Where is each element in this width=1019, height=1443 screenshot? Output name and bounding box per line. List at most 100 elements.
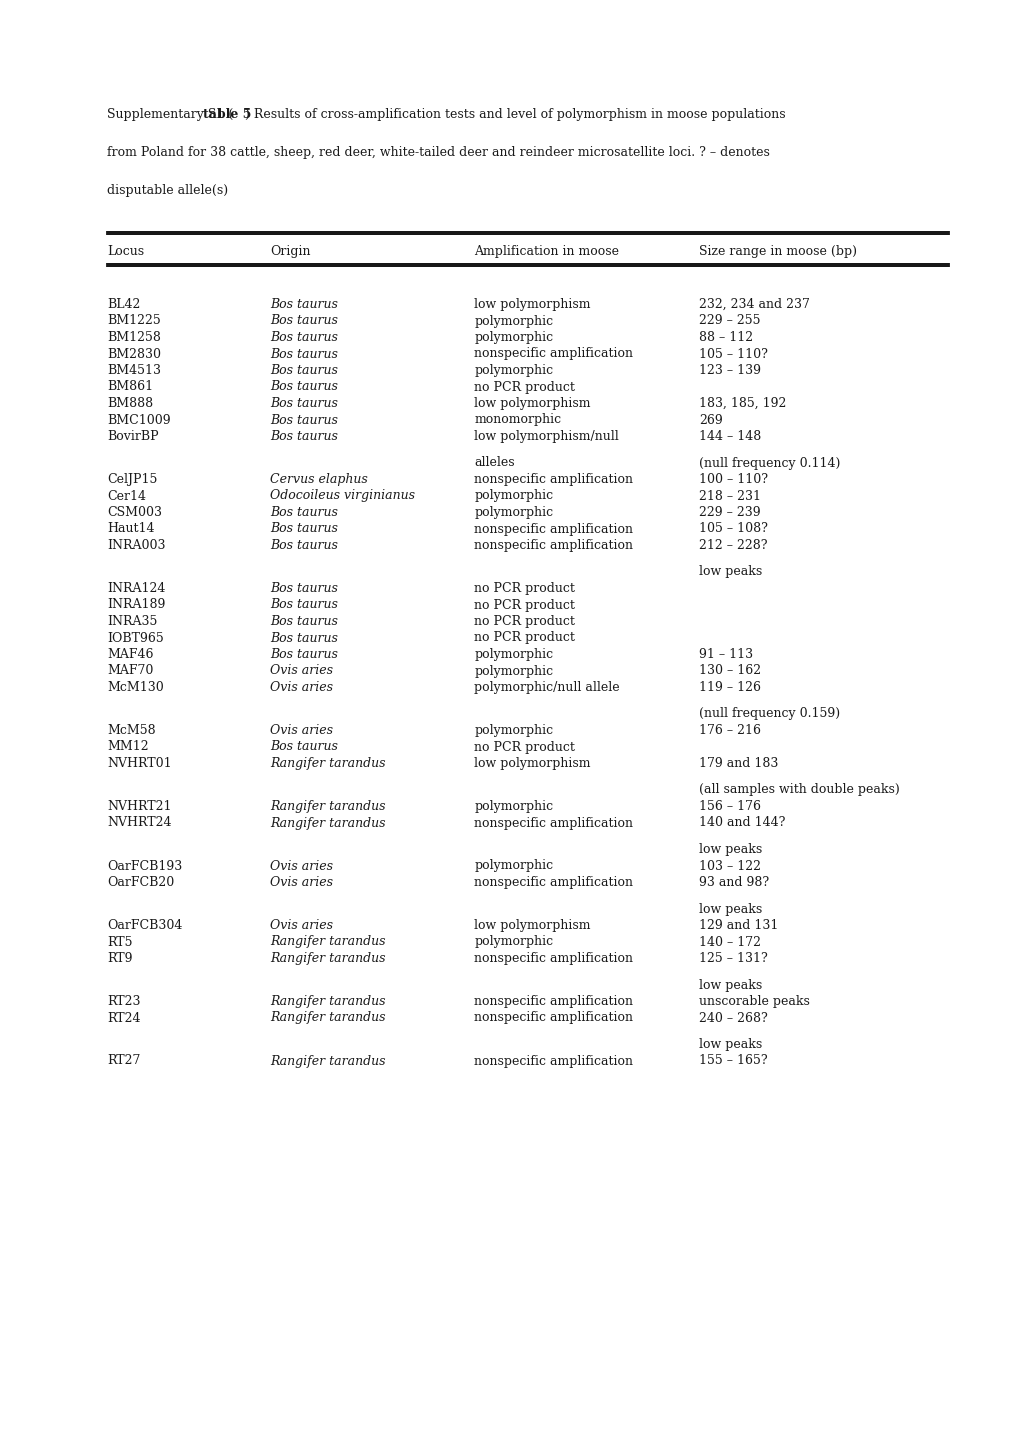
Text: BM888: BM888: [107, 397, 153, 410]
Text: low polymorphism: low polymorphism: [474, 397, 590, 410]
Text: Bos taurus: Bos taurus: [270, 599, 338, 612]
Text: Bos taurus: Bos taurus: [270, 299, 338, 312]
Text: 100 – 110?: 100 – 110?: [698, 473, 767, 486]
Text: Rangifer tarandus: Rangifer tarandus: [270, 996, 385, 1009]
Text: from Poland for 38 cattle, sheep, red deer, white-tailed deer and reindeer micro: from Poland for 38 cattle, sheep, red de…: [107, 146, 769, 159]
Text: Bos taurus: Bos taurus: [270, 330, 338, 343]
Text: BM861: BM861: [107, 381, 153, 394]
Text: low polymorphism: low polymorphism: [474, 758, 590, 771]
Text: monomorphic: monomorphic: [474, 414, 560, 427]
Text: MAF70: MAF70: [107, 664, 153, 678]
Text: Ovis aries: Ovis aries: [270, 724, 333, 737]
Text: low polymorphism: low polymorphism: [474, 299, 590, 312]
Text: Bos taurus: Bos taurus: [270, 364, 338, 377]
Text: disputable allele(s): disputable allele(s): [107, 185, 228, 198]
Text: 130 – 162: 130 – 162: [698, 664, 760, 678]
Text: 179 and 183: 179 and 183: [698, 758, 777, 771]
Text: polymorphic: polymorphic: [474, 935, 553, 948]
Text: BM1258: BM1258: [107, 330, 161, 343]
Text: low peaks: low peaks: [698, 843, 761, 856]
Text: 155 – 165?: 155 – 165?: [698, 1055, 766, 1068]
Text: polymorphic: polymorphic: [474, 724, 553, 737]
Text: table 5: table 5: [203, 108, 252, 121]
Text: OarFCB304: OarFCB304: [107, 919, 182, 932]
Text: nonspecific amplification: nonspecific amplification: [474, 1055, 633, 1068]
Text: Bos taurus: Bos taurus: [270, 540, 338, 553]
Text: polymorphic: polymorphic: [474, 489, 553, 502]
Text: polymorphic: polymorphic: [474, 315, 553, 328]
Text: NVHRT01: NVHRT01: [107, 758, 171, 771]
Text: no PCR product: no PCR product: [474, 582, 575, 595]
Text: 176 – 216: 176 – 216: [698, 724, 760, 737]
Text: nonspecific amplification: nonspecific amplification: [474, 348, 633, 361]
Text: RT24: RT24: [107, 1012, 141, 1025]
Text: polymorphic: polymorphic: [474, 664, 553, 678]
Text: nonspecific amplification: nonspecific amplification: [474, 876, 633, 889]
Text: nonspecific amplification: nonspecific amplification: [474, 473, 633, 486]
Text: 105 – 110?: 105 – 110?: [698, 348, 767, 361]
Text: INRA189: INRA189: [107, 599, 165, 612]
Text: Amplification in moose: Amplification in moose: [474, 245, 619, 258]
Text: no PCR product: no PCR product: [474, 615, 575, 628]
Text: Rangifer tarandus: Rangifer tarandus: [270, 952, 385, 965]
Text: CSM003: CSM003: [107, 506, 162, 519]
Text: Bos taurus: Bos taurus: [270, 522, 338, 535]
Text: Supplementary S1 (: Supplementary S1 (: [107, 108, 233, 121]
Text: 232, 234 and 237: 232, 234 and 237: [698, 299, 809, 312]
Text: 183, 185, 192: 183, 185, 192: [698, 397, 786, 410]
Text: 212 – 228?: 212 – 228?: [698, 540, 766, 553]
Text: Rangifer tarandus: Rangifer tarandus: [270, 1055, 385, 1068]
Text: BovirBP: BovirBP: [107, 430, 159, 443]
Text: McM130: McM130: [107, 681, 164, 694]
Text: Origin: Origin: [270, 245, 311, 258]
Text: IOBT965: IOBT965: [107, 632, 164, 645]
Text: polymorphic: polymorphic: [474, 799, 553, 812]
Text: polymorphic: polymorphic: [474, 364, 553, 377]
Text: 123 – 139: 123 – 139: [698, 364, 760, 377]
Text: INRA124: INRA124: [107, 582, 165, 595]
Text: Size range in moose (bp): Size range in moose (bp): [698, 245, 856, 258]
Text: (null frequency 0.159): (null frequency 0.159): [698, 707, 839, 720]
Text: nonspecific amplification: nonspecific amplification: [474, 1012, 633, 1025]
Text: RT5: RT5: [107, 935, 132, 948]
Text: NVHRT24: NVHRT24: [107, 817, 171, 830]
Text: alleles: alleles: [474, 456, 515, 469]
Text: Bos taurus: Bos taurus: [270, 740, 338, 753]
Text: Bos taurus: Bos taurus: [270, 582, 338, 595]
Text: Bos taurus: Bos taurus: [270, 430, 338, 443]
Text: low polymorphism/null: low polymorphism/null: [474, 430, 619, 443]
Text: McM58: McM58: [107, 724, 156, 737]
Text: ) Results of cross-amplification tests and level of polymorphism in moose popula: ) Results of cross-amplification tests a…: [246, 108, 786, 121]
Text: no PCR product: no PCR product: [474, 381, 575, 394]
Text: Cer14: Cer14: [107, 489, 146, 502]
Text: MAF46: MAF46: [107, 648, 154, 661]
Text: Ovis aries: Ovis aries: [270, 664, 333, 678]
Text: 91 – 113: 91 – 113: [698, 648, 752, 661]
Text: nonspecific amplification: nonspecific amplification: [474, 996, 633, 1009]
Text: no PCR product: no PCR product: [474, 632, 575, 645]
Text: Rangifer tarandus: Rangifer tarandus: [270, 935, 385, 948]
Text: (null frequency 0.114): (null frequency 0.114): [698, 456, 840, 469]
Text: Bos taurus: Bos taurus: [270, 414, 338, 427]
Text: polymorphic: polymorphic: [474, 506, 553, 519]
Text: 229 – 255: 229 – 255: [698, 315, 759, 328]
Text: 105 – 108?: 105 – 108?: [698, 522, 767, 535]
Text: Bos taurus: Bos taurus: [270, 648, 338, 661]
Text: 140 and 144?: 140 and 144?: [698, 817, 785, 830]
Text: nonspecific amplification: nonspecific amplification: [474, 817, 633, 830]
Text: polymorphic: polymorphic: [474, 330, 553, 343]
Text: RT23: RT23: [107, 996, 141, 1009]
Text: Rangifer tarandus: Rangifer tarandus: [270, 799, 385, 812]
Text: Bos taurus: Bos taurus: [270, 381, 338, 394]
Text: Ovis aries: Ovis aries: [270, 876, 333, 889]
Text: unscorable peaks: unscorable peaks: [698, 996, 809, 1009]
Text: 103 – 122: 103 – 122: [698, 860, 760, 873]
Text: Bos taurus: Bos taurus: [270, 506, 338, 519]
Text: nonspecific amplification: nonspecific amplification: [474, 522, 633, 535]
Text: nonspecific amplification: nonspecific amplification: [474, 540, 633, 553]
Text: 218 – 231: 218 – 231: [698, 489, 760, 502]
Text: Bos taurus: Bos taurus: [270, 315, 338, 328]
Text: polymorphic: polymorphic: [474, 860, 553, 873]
Text: 129 and 131: 129 and 131: [698, 919, 777, 932]
Text: Locus: Locus: [107, 245, 144, 258]
